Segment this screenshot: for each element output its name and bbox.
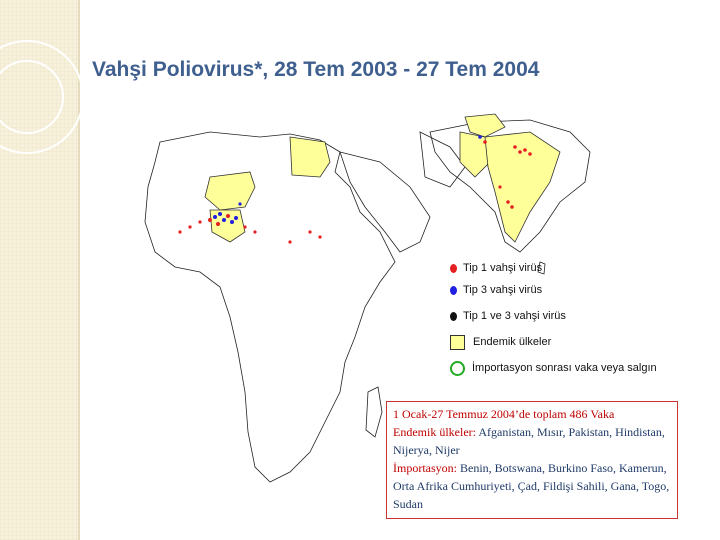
endemic-niger (204, 171, 256, 211)
africa-outline (144, 131, 396, 483)
summary-text: 1 Ocak-27 Temmuz 2004’de toplam 486 Vaka (393, 407, 615, 421)
legend-label: Tip 1 ve 3 vahşi virüs (463, 310, 566, 322)
yellow-square-icon (450, 334, 465, 350)
decorative-circle (0, 60, 64, 134)
legend-label: Tip 3 vahşi virüs (463, 284, 543, 296)
blue-dot-icon (450, 285, 457, 295)
polio-map (144, 113, 591, 483)
summary-box: 1 Ocak-27 Temmuz 2004’de toplam 486 Vaka… (386, 401, 678, 519)
legend-item-type1: Tip 1 vahşi virüs (450, 258, 542, 278)
import-line: İmportasyon: Benin, Botswana, Burkino Fa… (393, 459, 671, 513)
red-dot-icon (450, 263, 457, 273)
endemic-afghanistan (464, 113, 506, 138)
endemic-list: Afganistan, Mısır, Pakistan, Hindistan, … (393, 425, 665, 457)
case-dots-cluster-sudan (288, 230, 322, 244)
legend-item-endemic: Endemik ülkeler (450, 332, 551, 352)
import-label: İmportasyon: (393, 461, 457, 475)
arabia-outline (339, 151, 431, 253)
south-asia-outline (429, 119, 591, 253)
legend-label: Tip 1 vahşi virüs (463, 262, 543, 274)
endemic-egypt (289, 136, 331, 178)
legend-item-type3: Tip 3 vahşi virüs (450, 280, 542, 300)
iran-outline (419, 131, 466, 188)
map-legend: Tip 1 vahşi virüs Tip 3 vahşi virüs Tip … (450, 258, 700, 388)
legend-item-importation: İmportasyon sonrası vaka veya salgın (450, 358, 657, 378)
decorative-divider (78, 0, 80, 540)
import-list: Benin, Botswana, Burkino Faso, Kamerun, … (393, 461, 670, 511)
legend-label: Endemik ülkeler (473, 336, 552, 348)
case-dots-cluster-nigeria (178, 202, 257, 234)
green-circle-icon (450, 360, 465, 376)
legend-label: İmportasyon sonrası vaka veya salgın (472, 362, 657, 374)
case-dots-cluster-india (478, 135, 532, 209)
madagascar-outline (365, 386, 383, 438)
endemic-label: Endemik ülkeler: (393, 425, 476, 439)
endemic-india (484, 131, 561, 243)
endemic-line: Endemik ülkeler: Afganistan, Mısır, Paki… (393, 423, 671, 459)
legend-item-type13: Tip 1 ve 3 vahşi virüs (450, 306, 566, 326)
page-title: Vahşi Poliovirus*, 28 Tem 2003 - 27 Tem … (92, 58, 540, 81)
black-dot-icon (450, 311, 457, 321)
sri-lanka-outline (537, 261, 546, 275)
